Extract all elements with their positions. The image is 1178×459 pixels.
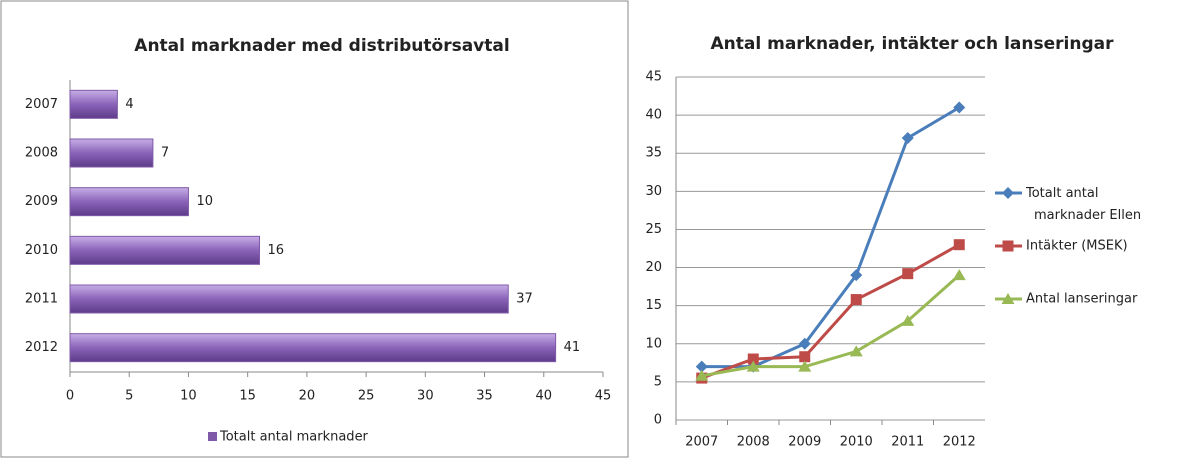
x-tick-label: 2010 — [840, 435, 873, 450]
x-tick-label: 20 — [299, 389, 316, 404]
bar — [69, 333, 557, 363]
x-tick-label: 2007 — [685, 435, 718, 450]
y-tick-label: 2009 — [25, 194, 58, 209]
x-tick-label: 35 — [476, 389, 493, 404]
value-label: 16 — [268, 243, 285, 258]
x-tick-label: 2012 — [943, 435, 976, 450]
line — [701, 274, 961, 378]
marker — [1001, 293, 1015, 304]
bar — [69, 187, 189, 217]
chart-title: Antal marknader, intäkter och lanseringa… — [711, 34, 1115, 54]
y-tick-label: 30 — [645, 184, 662, 199]
value-label: 37 — [516, 292, 533, 307]
marker — [695, 369, 709, 381]
y-tick-label: 15 — [645, 298, 662, 313]
bar — [69, 284, 509, 314]
y-tick-label: 40 — [645, 108, 662, 123]
marker — [798, 360, 812, 372]
marker — [849, 345, 863, 357]
x-tick-label: 0 — [66, 389, 74, 404]
legend-label: Totalt antal marknader Ellen — [1025, 186, 1141, 223]
marker — [747, 353, 759, 365]
x-tick-label: 25 — [358, 389, 375, 404]
y-tick-label: 5 — [654, 374, 662, 389]
chart-title: Antal marknader med distributörsavtal — [134, 36, 509, 56]
marker — [1002, 187, 1014, 199]
marker — [901, 131, 914, 144]
y-tick-label: 0 — [654, 413, 662, 428]
legend-swatch — [208, 432, 217, 441]
legend-label: Antal lanseringar — [1026, 292, 1138, 307]
marker — [798, 337, 811, 350]
y-tick-label: 45 — [645, 70, 662, 85]
marker — [952, 269, 966, 281]
x-tick-label: 15 — [239, 389, 256, 404]
x-tick-label: 30 — [417, 389, 434, 404]
line — [701, 106, 961, 369]
bar — [69, 138, 154, 168]
marker — [901, 314, 915, 326]
legend-label: Totalt antal marknader — [219, 430, 369, 445]
y-tick-label: 2012 — [25, 340, 58, 355]
y-tick-label: 2010 — [25, 243, 58, 258]
x-tick-label: 2008 — [737, 435, 770, 450]
y-tick-label: 25 — [645, 222, 662, 237]
marker — [902, 268, 914, 280]
x-tick-label: 10 — [180, 389, 197, 404]
marker — [746, 360, 760, 372]
left-panel — [0, 0, 629, 458]
legend-label: Intäkter (MSEK) — [1026, 239, 1128, 254]
marker — [695, 360, 708, 373]
bar — [69, 89, 118, 119]
y-tick-label: 2011 — [25, 292, 58, 307]
y-tick-label: 2008 — [25, 146, 58, 161]
value-label: 7 — [161, 146, 169, 161]
y-tick-label: 10 — [645, 336, 662, 351]
x-tick-label: 2009 — [788, 435, 821, 450]
y-tick-label: 35 — [645, 146, 662, 161]
x-tick-label: 2011 — [891, 435, 924, 450]
value-label: 4 — [125, 97, 133, 112]
x-tick-label: 5 — [125, 389, 133, 404]
bar — [69, 235, 261, 265]
y-tick-label: 20 — [645, 260, 662, 275]
value-label: 41 — [564, 340, 581, 355]
marker — [850, 269, 863, 282]
y-tick-label: 2007 — [25, 97, 58, 112]
line — [701, 243, 960, 380]
marker — [953, 239, 965, 251]
x-tick-label: 45 — [595, 389, 612, 404]
marker — [953, 101, 966, 114]
marker — [799, 351, 811, 363]
x-tick-label: 40 — [536, 389, 553, 404]
marker — [850, 294, 862, 306]
value-label: 10 — [196, 194, 213, 209]
marker — [1002, 240, 1014, 252]
